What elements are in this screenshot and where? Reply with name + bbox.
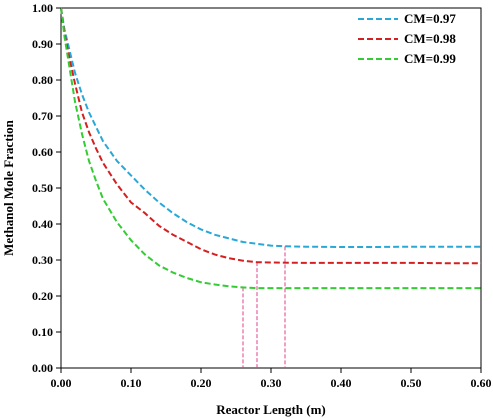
- y-tick-label: 0.50: [32, 181, 53, 195]
- x-axis-title: Reactor Length (m): [216, 402, 326, 417]
- x-tick-label: 0.00: [51, 376, 72, 390]
- legend-label: CM=0.98: [404, 31, 456, 46]
- y-tick-label: 0.00: [32, 361, 53, 375]
- y-tick-label: 0.70: [32, 109, 53, 123]
- y-tick-label: 0.10: [32, 325, 53, 339]
- x-tick-label: 0.30: [261, 376, 282, 390]
- x-axis-ticks: 0.00 0.10 0.20 0.30 0.40 0.50 0.60: [51, 368, 492, 390]
- legend-label: CM=0.99: [404, 51, 456, 66]
- series-line: [60, 7, 481, 265]
- reference-lines: [242, 246, 286, 368]
- x-tick-label: 0.40: [331, 376, 352, 390]
- y-tick-label: 0.20: [32, 289, 53, 303]
- x-tick-label: 0.60: [471, 376, 492, 390]
- y-tick-label: 0.40: [32, 217, 53, 231]
- y-axis-ticks: 0.00 0.10 0.20 0.30 0.40 0.50 0.60 0.70 0.80 0.90…: [32, 1, 61, 375]
- x-tick-label: 0.50: [401, 376, 422, 390]
- legend-label: CM=0.97: [404, 11, 456, 26]
- y-tick-label: 0.30: [32, 253, 53, 267]
- series-line: [60, 7, 481, 248]
- x-tick-label: 0.10: [121, 376, 142, 390]
- y-axis-title: Methanol Mole Fraction: [1, 119, 16, 256]
- y-tick-label: 0.90: [32, 37, 53, 51]
- y-tick-label: 0.60: [32, 145, 53, 159]
- series-lines: [60, 7, 481, 290]
- x-tick-label: 0.20: [191, 376, 212, 390]
- y-tick-label: 0.80: [32, 73, 53, 87]
- plot-area: [60, 7, 482, 369]
- y-tick-label: 1.00: [32, 1, 53, 15]
- series-line: [60, 7, 481, 290]
- legend: CM=0.97 CM=0.98 CM=0.99: [358, 11, 456, 66]
